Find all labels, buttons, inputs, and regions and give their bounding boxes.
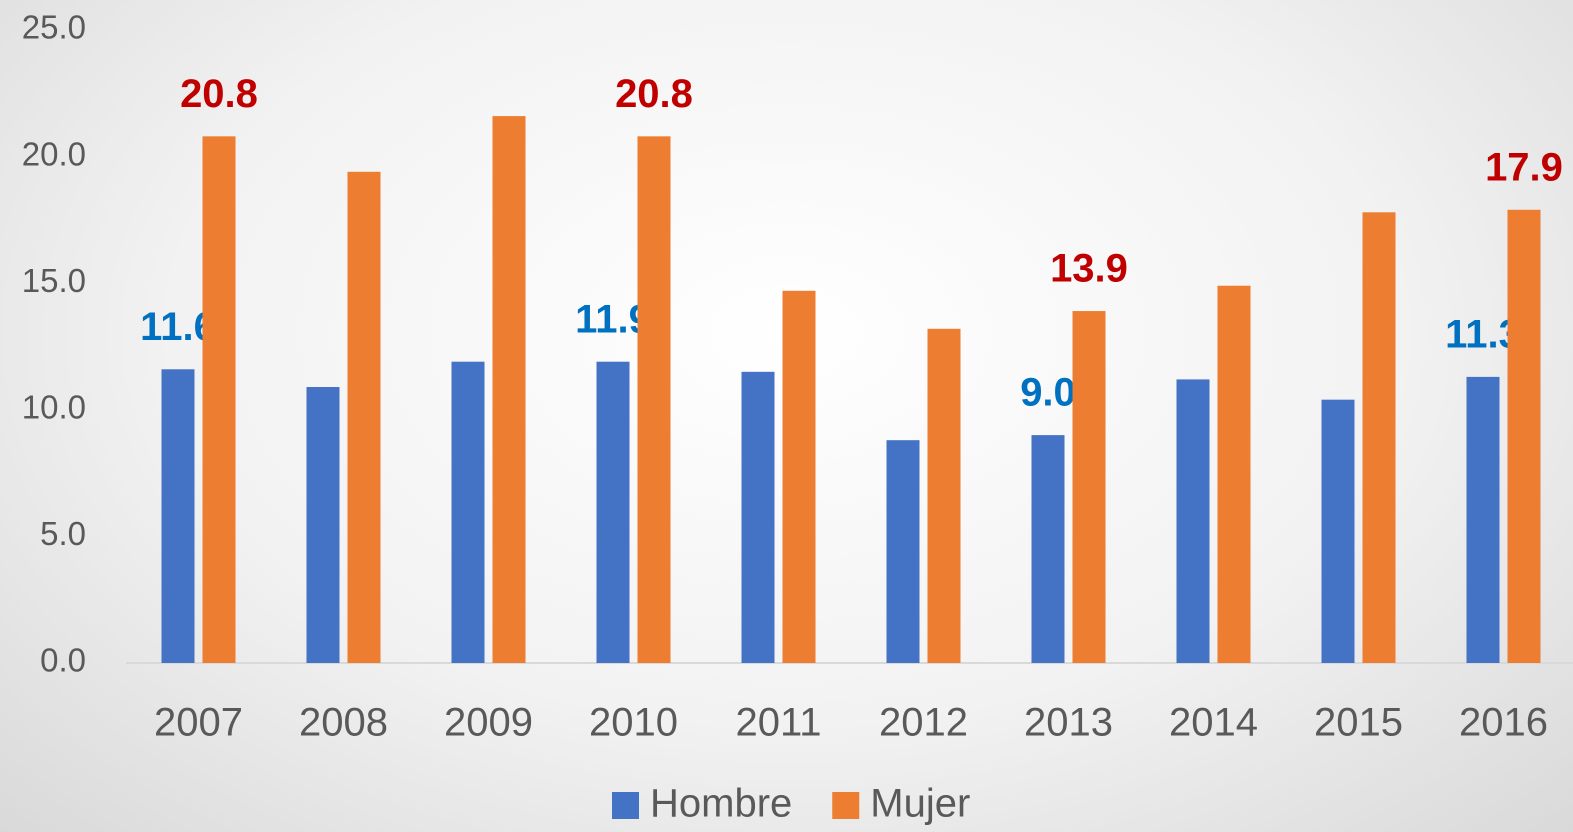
- data-label: 20.8: [615, 72, 693, 116]
- bar: [1031, 435, 1065, 663]
- bar: [347, 171, 381, 664]
- x-tick-label: 2014: [1169, 701, 1258, 745]
- bar: [637, 136, 671, 663]
- x-tick-label: 2009: [444, 701, 533, 745]
- x-tick-label: 2010: [589, 701, 678, 745]
- x-tick-label: 2015: [1314, 701, 1403, 745]
- bar: [1217, 285, 1251, 663]
- bar: [1176, 379, 1210, 663]
- bar: [886, 440, 920, 663]
- legend-label: Hombre: [650, 782, 792, 826]
- legend-swatch: [832, 792, 860, 819]
- y-tick-label: 25.0: [22, 9, 86, 46]
- data-label: 20.8: [180, 72, 258, 116]
- y-tick-label: 20.0: [22, 135, 86, 172]
- y-tick-label: 15.0: [22, 262, 86, 299]
- bar: [1362, 212, 1396, 663]
- bar: [1072, 311, 1106, 663]
- y-tick-label: 0.0: [40, 642, 86, 679]
- data-label: 13.9: [1050, 247, 1128, 291]
- y-tick-label: 10.0: [22, 389, 86, 426]
- x-tick-label: 2011: [735, 701, 821, 745]
- legend-swatch: [612, 792, 639, 819]
- bar: [451, 361, 485, 663]
- bar: [1466, 376, 1500, 663]
- bar: [1321, 399, 1355, 663]
- legend-label: Mujer: [870, 782, 970, 826]
- x-tick-label: 2012: [879, 701, 968, 745]
- bar: [1507, 209, 1541, 663]
- x-tick-label: 2013: [1024, 701, 1113, 745]
- x-tick-label: 2007: [154, 701, 243, 745]
- bar: [741, 371, 775, 663]
- bar: [202, 136, 236, 663]
- bar: [596, 361, 630, 663]
- data-label: 17.9: [1485, 145, 1563, 189]
- x-tick-label: 2016: [1459, 701, 1548, 745]
- y-tick-label: 5.0: [40, 515, 86, 552]
- x-tick-label: 2008: [299, 701, 388, 745]
- bar: [306, 387, 340, 663]
- bar: [161, 369, 195, 663]
- bar: [782, 290, 816, 663]
- data-label: 9.0: [1020, 371, 1076, 415]
- bar: [492, 116, 526, 663]
- bar: [927, 328, 961, 663]
